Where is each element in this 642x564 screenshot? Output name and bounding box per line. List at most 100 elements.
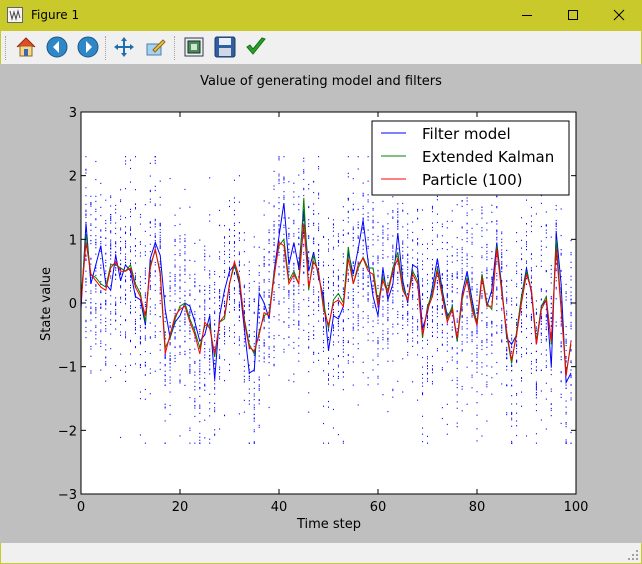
particle-dot bbox=[209, 438, 211, 440]
particle-dot bbox=[387, 331, 389, 333]
particle-dot bbox=[273, 293, 275, 296]
particle-dot bbox=[149, 198, 151, 200]
particle-dot bbox=[263, 292, 265, 294]
particle-dot bbox=[105, 219, 107, 222]
particle-dot bbox=[352, 265, 354, 267]
particle-dot bbox=[402, 247, 404, 249]
edit-axes-button[interactable] bbox=[243, 34, 269, 60]
particle-dot bbox=[115, 254, 117, 256]
particle-dot bbox=[159, 266, 161, 268]
particle-dot bbox=[233, 299, 235, 301]
particle-dot bbox=[328, 303, 329, 305]
particle-dot bbox=[511, 395, 513, 397]
figure-canvas[interactable]: 0 20 40 60 80 100 −3 −2 −1 0 1 2 3 Value of generati… bbox=[1, 64, 641, 543]
particle-dot bbox=[367, 321, 369, 323]
particle-dot bbox=[298, 243, 300, 245]
particle-dot bbox=[550, 320, 552, 323]
subplots-button[interactable] bbox=[181, 34, 207, 60]
particle-dot bbox=[471, 301, 473, 303]
window-titlebar[interactable]: Figure 1 bbox=[0, 0, 642, 31]
particle-dot bbox=[318, 352, 320, 354]
particle-dot bbox=[377, 259, 379, 262]
particle-dot bbox=[491, 344, 493, 346]
particle-dot bbox=[308, 297, 310, 299]
particle-dot bbox=[526, 260, 527, 262]
particle-dot bbox=[258, 424, 260, 426]
back-button[interactable] bbox=[44, 34, 70, 60]
particle-dot bbox=[337, 301, 339, 304]
resize-grip-icon[interactable] bbox=[627, 549, 639, 561]
close-button[interactable] bbox=[596, 0, 642, 31]
particle-dot bbox=[283, 233, 285, 235]
particle-dot bbox=[332, 224, 334, 226]
particle-dot bbox=[85, 320, 87, 323]
forward-button[interactable] bbox=[75, 34, 101, 60]
particle-dot bbox=[174, 240, 176, 242]
particle-dot bbox=[466, 341, 468, 343]
particle-dot bbox=[357, 348, 359, 350]
particle-dot bbox=[174, 274, 176, 276]
particle-dot bbox=[481, 209, 483, 211]
zoom-button[interactable] bbox=[143, 34, 169, 60]
particle-dot bbox=[560, 320, 562, 322]
maximize-button[interactable] bbox=[550, 0, 596, 31]
particle-dot bbox=[214, 359, 216, 362]
particle-dot bbox=[85, 281, 87, 283]
particle-dot bbox=[471, 243, 473, 245]
particle-dot bbox=[481, 295, 483, 298]
pan-button[interactable] bbox=[111, 34, 137, 60]
particle-dot bbox=[491, 295, 493, 297]
particle-dot bbox=[456, 310, 458, 313]
particle-dot bbox=[194, 389, 196, 391]
particle-dot bbox=[337, 245, 339, 247]
particle-dot bbox=[278, 215, 280, 217]
particle-dot bbox=[105, 308, 107, 310]
particle-dot bbox=[516, 359, 518, 361]
particle-dot bbox=[446, 255, 448, 257]
particle-dot bbox=[328, 264, 329, 267]
particle-dot bbox=[179, 223, 181, 225]
particle-dot bbox=[550, 297, 552, 299]
particle-dot bbox=[328, 379, 329, 381]
particle-dot bbox=[407, 293, 409, 295]
particle-dot bbox=[357, 323, 359, 325]
particle-dot bbox=[268, 406, 270, 409]
particle-dot bbox=[209, 274, 211, 276]
particle-dot bbox=[258, 399, 260, 401]
particle-dot bbox=[303, 259, 305, 261]
particle-dot bbox=[125, 245, 127, 247]
particle-dot bbox=[179, 273, 181, 275]
particle-dot bbox=[332, 223, 334, 225]
particle-dot bbox=[377, 319, 379, 321]
particle-dot bbox=[535, 370, 537, 372]
particle-dot bbox=[431, 315, 433, 317]
particle-dot bbox=[159, 224, 161, 226]
particle-dot bbox=[501, 249, 503, 251]
particle-dot bbox=[328, 286, 329, 289]
particle-dot bbox=[417, 274, 419, 276]
particle-dot bbox=[214, 311, 216, 314]
particle-dot bbox=[204, 357, 206, 359]
particle-dot bbox=[407, 312, 409, 314]
particle-dot bbox=[496, 289, 498, 291]
particle-dot bbox=[323, 264, 325, 266]
particle-dot bbox=[367, 239, 369, 241]
particle-dot bbox=[139, 391, 141, 393]
particle-dot bbox=[120, 247, 122, 250]
particle-dot bbox=[224, 300, 226, 302]
toolbar-grip[interactable] bbox=[5, 36, 8, 60]
home-button[interactable] bbox=[13, 34, 39, 60]
particle-dot bbox=[357, 269, 359, 271]
minimize-button[interactable] bbox=[504, 0, 550, 31]
save-button[interactable] bbox=[212, 34, 238, 60]
particle-dot bbox=[332, 341, 334, 343]
particle-dot bbox=[387, 223, 389, 225]
particle-dot bbox=[323, 350, 325, 352]
particle-dot bbox=[550, 388, 552, 390]
particle-dot bbox=[456, 272, 458, 275]
particle-dot bbox=[570, 261, 572, 263]
particle-dot bbox=[402, 358, 404, 360]
particle-dot bbox=[496, 295, 498, 298]
